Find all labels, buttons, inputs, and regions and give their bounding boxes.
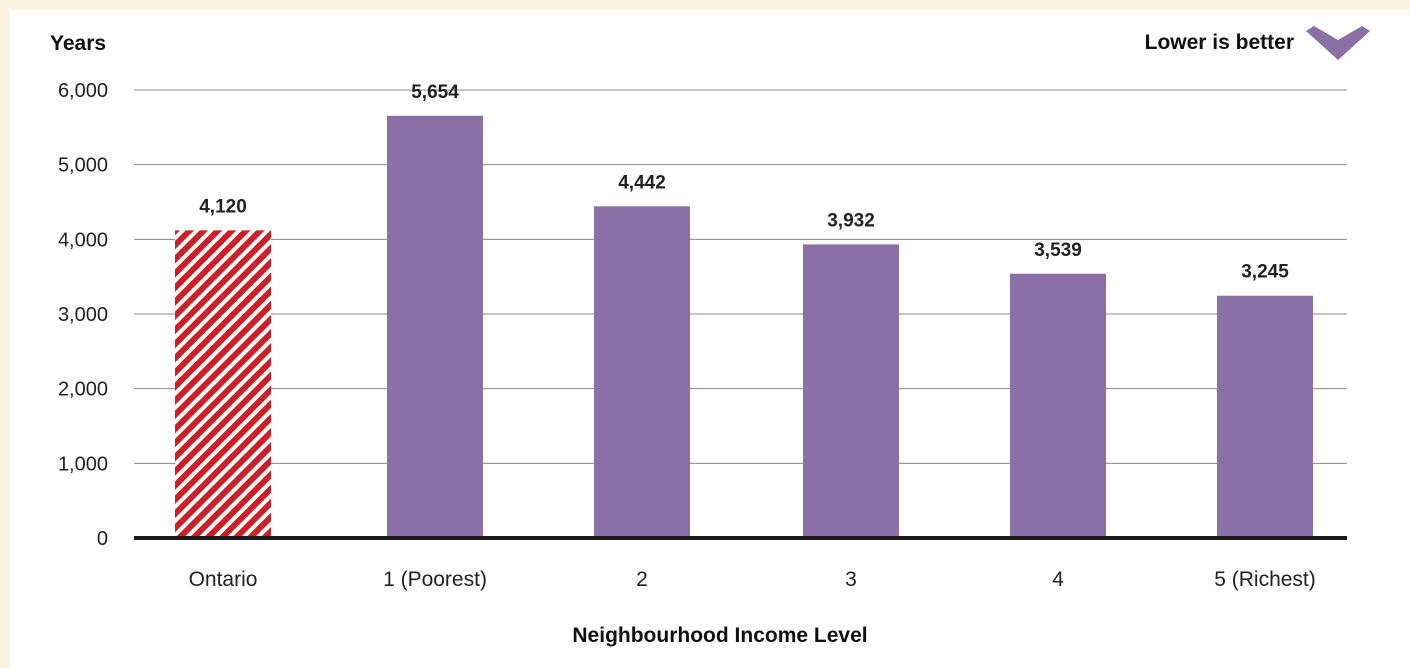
data-label: 5,654 — [411, 82, 459, 103]
lower-is-better-note: Lower is better — [1145, 26, 1370, 60]
x-tick-label: 4 — [1052, 568, 1064, 591]
bar-income-level-3 — [803, 244, 899, 539]
note-text: Lower is better — [1144, 31, 1294, 54]
y-axis-title: Years — [50, 32, 107, 55]
data-label: 4,120 — [199, 196, 247, 217]
y-tick-label: 3,000 — [58, 304, 108, 326]
bar-income-level-2 — [594, 206, 690, 538]
x-tick-label: Ontario — [189, 568, 258, 591]
y-tick-label: 1,000 — [58, 453, 108, 475]
data-label: 3,539 — [1034, 240, 1082, 261]
y-tick-label: 0 — [97, 528, 108, 550]
y-tick-label: 5,000 — [58, 155, 108, 177]
bar-income-level-4 — [1010, 273, 1106, 538]
x-axis-title: Neighbourhood Income Level — [572, 624, 868, 647]
data-label: 4,442 — [618, 172, 666, 193]
y-tick-label: 6,000 — [58, 80, 108, 102]
bar-chart: 0 1,000 2,000 3,000 4,000 5,000 6,000 4,120 Onta… — [58, 80, 1347, 591]
x-tick-label: 1 (Poorest) — [383, 568, 487, 591]
bar-income-level-1 — [387, 115, 483, 539]
x-tick-label: 3 — [845, 568, 857, 591]
x-tick-label: 2 — [636, 568, 648, 591]
chart-frame: Years Lower is better 0 1,000 2,000 3,000 4,… — [10, 10, 1410, 668]
data-label: 3,245 — [1241, 262, 1289, 283]
data-label: 3,932 — [827, 210, 875, 231]
y-tick-label: 4,000 — [58, 229, 108, 251]
bar-ontario — [175, 230, 271, 538]
chevron-down-icon — [1306, 26, 1370, 60]
x-tick-label: 5 (Richest) — [1214, 568, 1316, 591]
bar-income-level-5 — [1217, 295, 1313, 538]
y-tick-label: 2,000 — [58, 379, 108, 401]
